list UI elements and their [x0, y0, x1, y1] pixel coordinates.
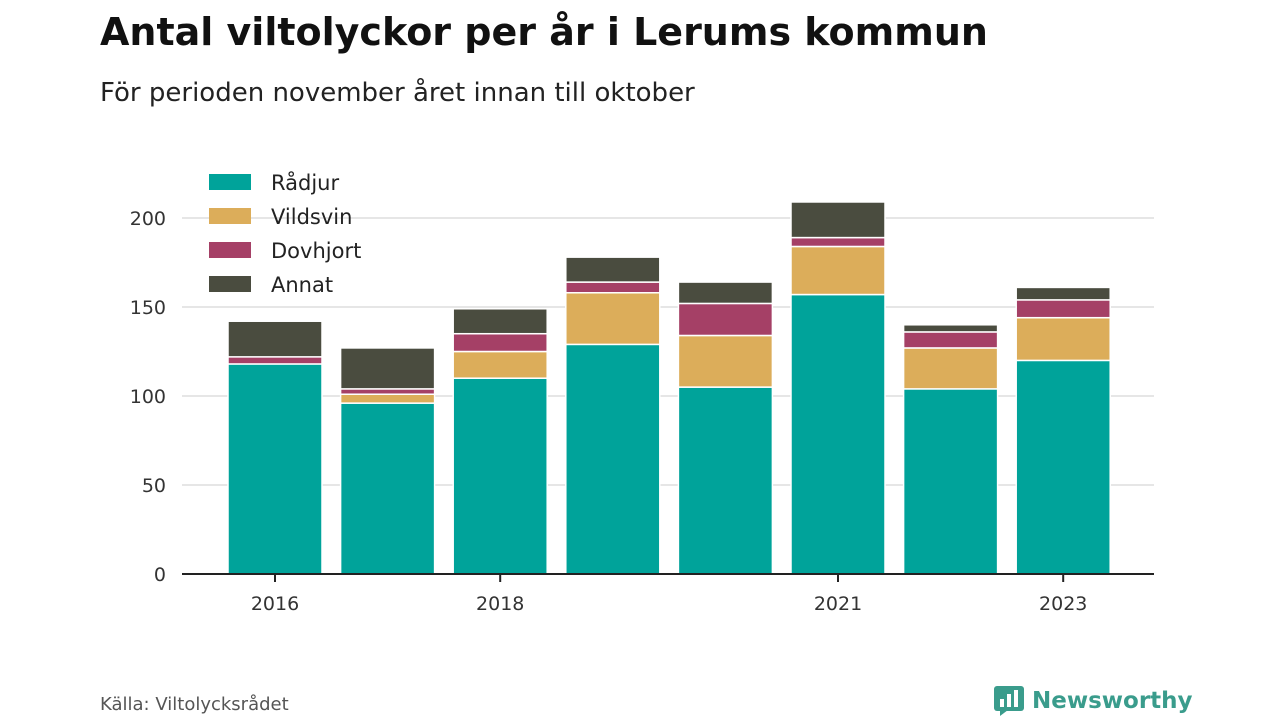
bar-segment: [677, 281, 774, 305]
bar-segment: [565, 343, 661, 575]
bar-segment: [339, 402, 436, 575]
bar-segment: [1015, 359, 1111, 575]
bar-segment: [452, 332, 548, 353]
bar-segment: [677, 334, 774, 388]
y-tick-label: 100: [130, 386, 166, 408]
y-tick-label: 50: [142, 475, 166, 497]
brand-name: Newsworthy: [1032, 688, 1193, 714]
bar-segment: [902, 324, 999, 333]
chart-title: Antal viltolyckor per år i Lerums kommun: [100, 10, 988, 54]
bar-segment: [1015, 299, 1111, 319]
legend-label: Annat: [271, 273, 333, 297]
bar-segment: [565, 292, 661, 346]
x-tick-label: 2018: [476, 593, 524, 615]
newsworthy-logo-icon: [994, 686, 1024, 716]
y-tick-label: 150: [130, 297, 166, 319]
bar-segment: [790, 245, 886, 296]
bar-segment: [227, 320, 323, 358]
bar-segment: [565, 281, 661, 294]
bar-segment: [452, 308, 548, 335]
bar-segment: [227, 363, 323, 575]
y-tick-label: 200: [130, 208, 166, 230]
x-tick-label: 2023: [1039, 593, 1087, 615]
bar-segment: [1015, 316, 1111, 362]
bar-segment: [565, 256, 661, 283]
bar-segment: [902, 388, 999, 575]
legend-swatch: [209, 208, 251, 224]
bar-segment: [452, 377, 548, 575]
legend-swatch: [209, 276, 251, 292]
bar-segment: [1015, 286, 1111, 301]
brand-logo: Newsworthy: [994, 684, 1193, 718]
bar-segment: [902, 347, 999, 390]
bar-segment: [790, 201, 886, 239]
bar-segment: [790, 236, 886, 248]
bar-segment: [339, 347, 436, 390]
legend-label: Rådjur: [271, 170, 339, 195]
bar-segment: [677, 302, 774, 337]
bar-segment: [339, 388, 436, 395]
x-tick-label: 2016: [251, 593, 299, 615]
bar-segment: [677, 386, 774, 575]
bar-segment: [339, 393, 436, 404]
legend-swatch: [209, 174, 251, 190]
legend-swatch: [209, 242, 251, 258]
legend-label: Vildsvin: [271, 205, 352, 229]
bar-segment: [902, 331, 999, 349]
x-tick-label: 2021: [814, 593, 862, 615]
legend-label: Dovhjort: [271, 239, 361, 263]
bar-segment: [452, 350, 548, 379]
bar-segment: [790, 293, 886, 575]
chart-subtitle: För perioden november året innan till ok…: [100, 78, 695, 108]
y-tick-label: 0: [154, 564, 166, 586]
bar-segment: [227, 356, 323, 365]
source-label: Källa: Viltolycksrådet: [100, 694, 289, 715]
